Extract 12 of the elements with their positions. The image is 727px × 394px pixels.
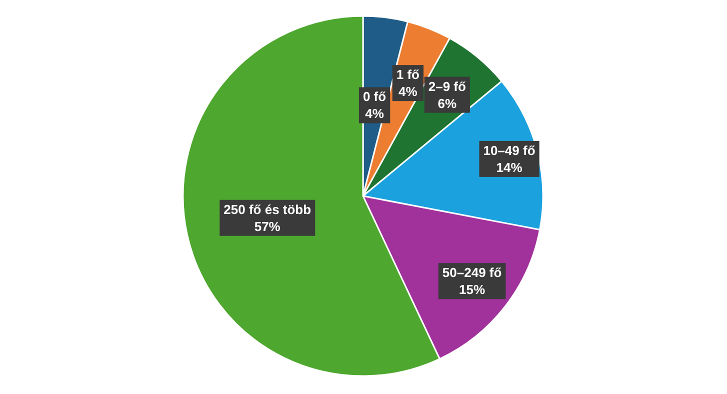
data-label: 4%: [365, 106, 384, 122]
data-label: 4%: [398, 84, 418, 100]
data-label: 14%: [496, 160, 523, 175]
data-label: 6%: [438, 96, 457, 111]
slice-label: 0 fő: [362, 89, 386, 104]
slice-label: 10–49 fő: [483, 142, 536, 158]
data-label: 57%: [254, 218, 281, 234]
slice-label: 2–9 fő: [428, 78, 466, 94]
slice-label: 1 fő: [396, 67, 420, 82]
slice-label: 250 fő és több: [224, 202, 312, 217]
slice-label: 50–249 fő: [442, 265, 502, 280]
data-label: 15%: [459, 282, 486, 298]
